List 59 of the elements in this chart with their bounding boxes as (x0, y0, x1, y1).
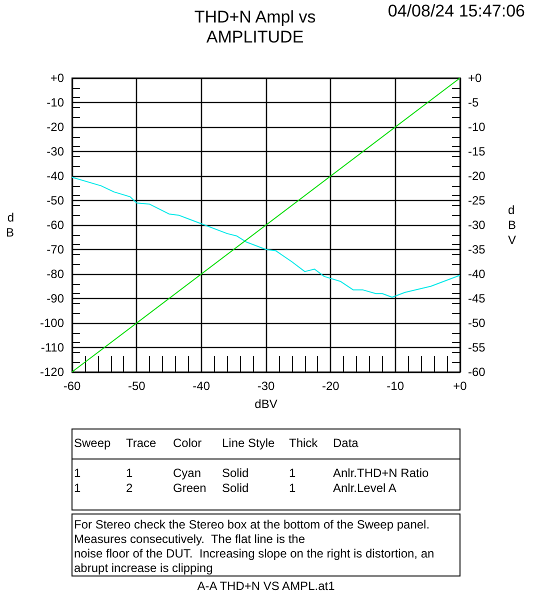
x-tick-label: -10 (386, 379, 404, 393)
y2-tick-label: -55 (468, 340, 486, 354)
y2-tick-label: -25 (468, 194, 486, 208)
x-tick-label: +0 (453, 379, 468, 393)
y-tick-label: -10 (46, 96, 64, 110)
y2-tick-label: -5 (468, 96, 479, 110)
y-tick-label: -90 (46, 292, 64, 306)
y2-tick-label: -45 (468, 292, 486, 306)
y-tick-label: -80 (46, 267, 64, 281)
y2-tick-label: -40 (468, 267, 486, 281)
x-tick-label: -40 (192, 379, 210, 393)
text: 1 (74, 481, 81, 495)
y-tick-label: -20 (46, 120, 64, 134)
text: Line Style (222, 436, 276, 450)
y-tick-label: -40 (46, 169, 64, 183)
y-tick-label: +0 (50, 71, 64, 85)
x-axis-title: dBV (254, 397, 278, 411)
text: Solid (222, 481, 249, 495)
y2-tick-label: -30 (468, 218, 486, 232)
x-tick-label: -30 (257, 379, 275, 393)
text: Trace (126, 436, 157, 450)
text: Thick (289, 436, 319, 450)
y-tick-label: -120 (40, 365, 64, 379)
text: Anlr.THD+N Ratio (333, 466, 430, 480)
text: Data (333, 436, 359, 450)
y2-tick-label: -15 (468, 144, 486, 158)
y2-tick-label: -20 (468, 169, 486, 183)
chart-title: THD+N Ampl vs AMPLITUDE (194, 8, 316, 46)
y2-tick-label: -35 (468, 242, 486, 256)
text: 1 (289, 466, 296, 480)
y-tick-label: -50 (46, 194, 64, 208)
x-tick-label: -20 (322, 379, 340, 393)
y-tick-label: -110 (40, 340, 64, 354)
text: A-A THD+N VS AMPL.at1 (197, 579, 336, 593)
text: 1 (74, 466, 81, 480)
x-tick-label: -60 (63, 379, 81, 393)
y2-tick-label: -50 (468, 316, 486, 330)
text: Color (173, 436, 202, 450)
x-tick-label: -50 (128, 379, 146, 393)
y2-tick-label: -10 (468, 120, 486, 134)
y-tick-label: -100 (40, 316, 64, 330)
text: 1 (289, 481, 296, 495)
text: 04/08/24 15:47:06 (388, 2, 525, 20)
y2-axis-title: d B V (508, 203, 516, 247)
y2-tick-label: -60 (468, 365, 486, 379)
line-series (72, 176, 460, 298)
y-tick-label: -30 (46, 144, 64, 158)
y-tick-label: -60 (46, 218, 64, 232)
text: 1 (126, 466, 133, 480)
y2-tick-label: +0 (468, 71, 482, 85)
text: Solid (222, 466, 249, 480)
text: Sweep (74, 436, 112, 450)
text: Anlr.Level A (333, 481, 396, 495)
y-axis-title: d B (6, 210, 14, 240)
text: Cyan (173, 466, 202, 480)
text: 2 (126, 481, 133, 495)
text: For Stereo check the Stereo box at the bottom of the Sweep panel. Measures consecutively. The flat line is the noise floor of the DUT. Increasing slope on the right is distortion, an abrupt increase is clipping (74, 517, 434, 575)
y-tick-label: -70 (46, 242, 64, 256)
text: Green (173, 481, 206, 495)
